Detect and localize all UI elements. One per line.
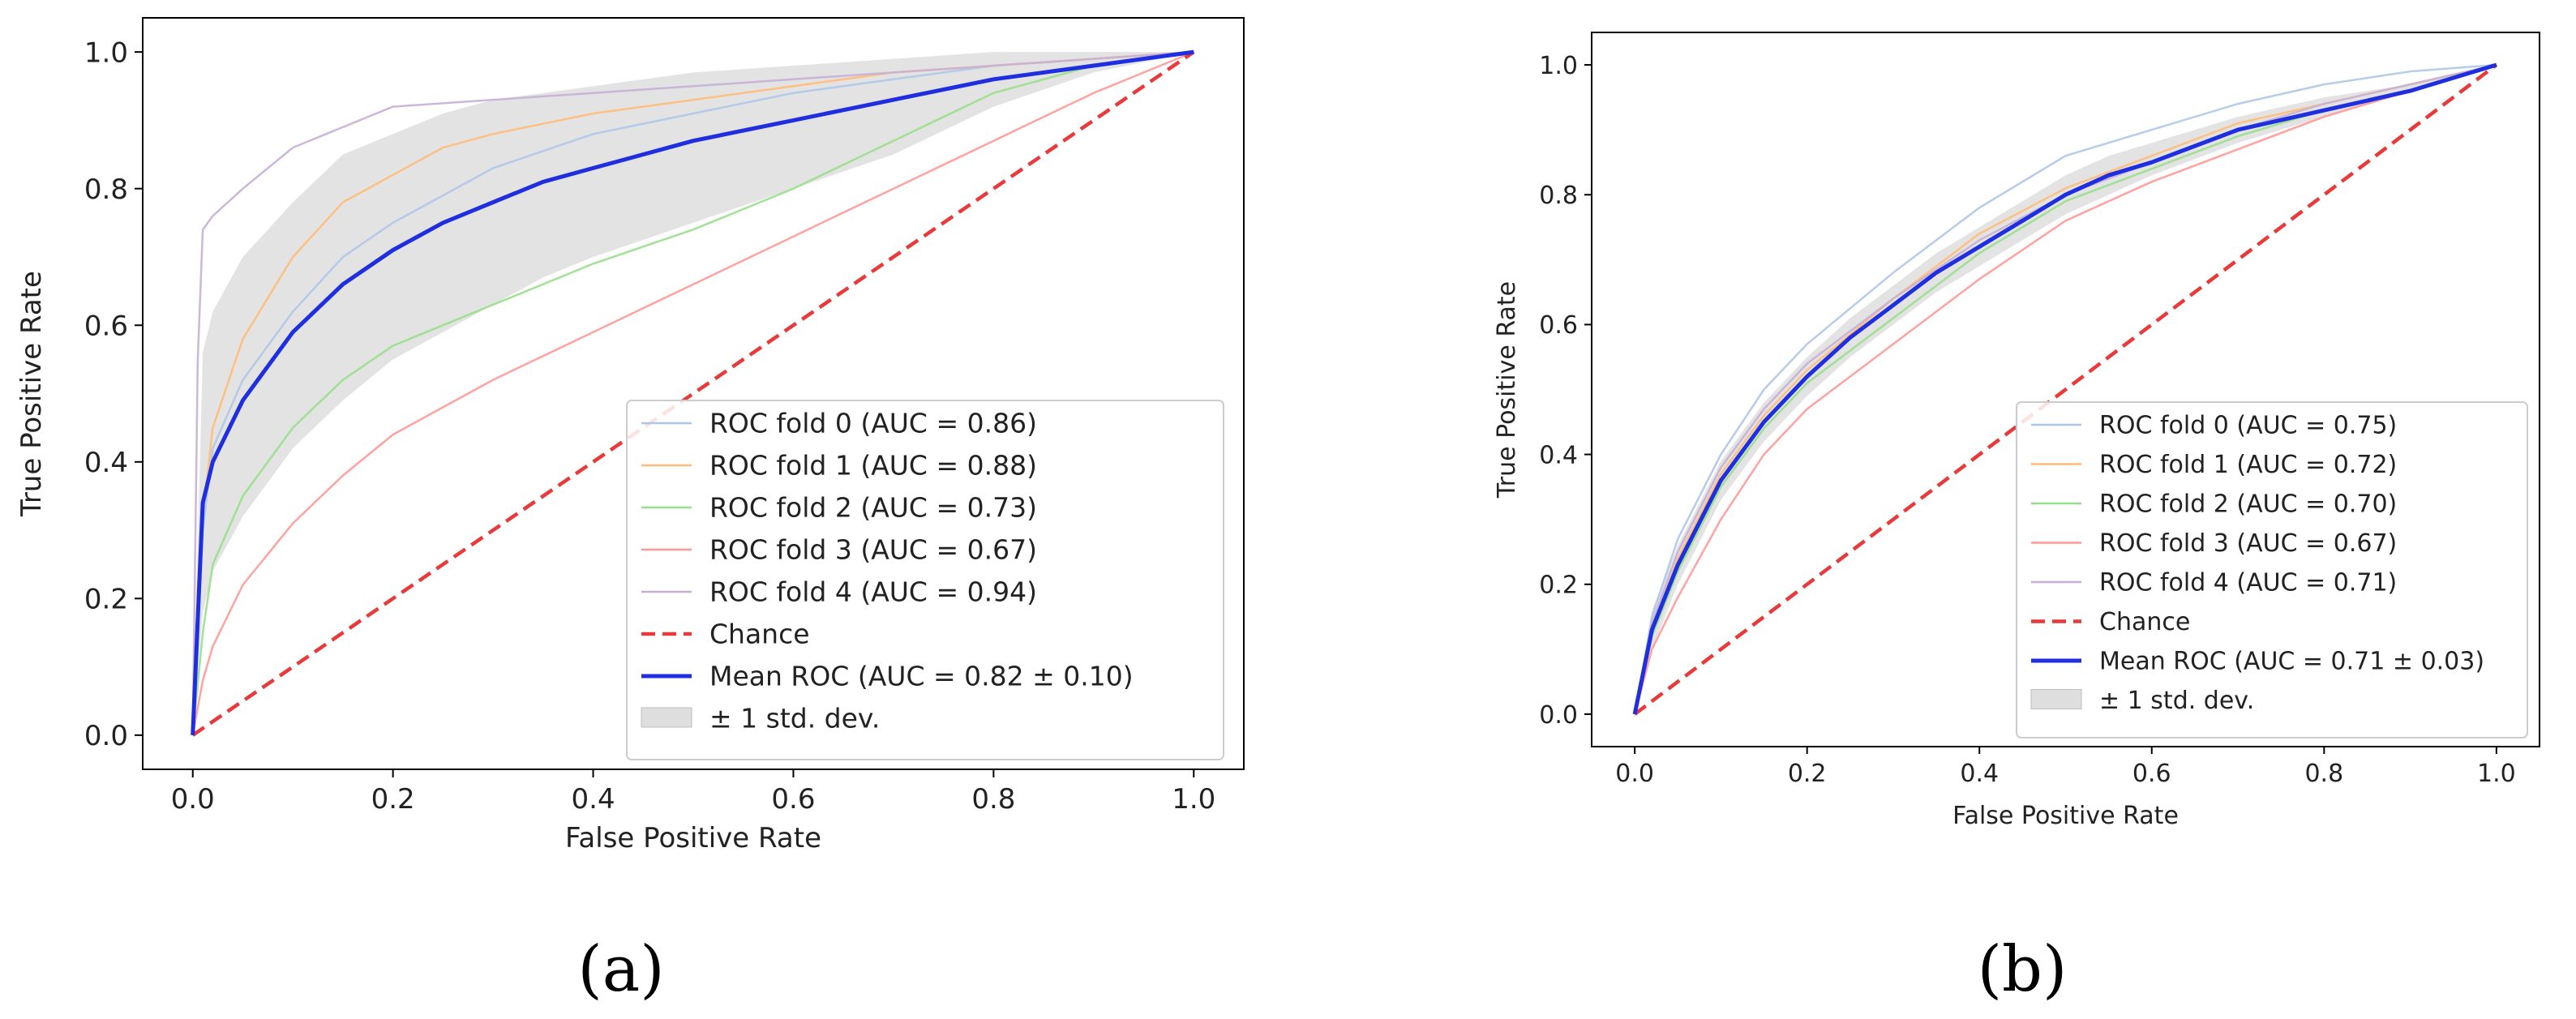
- x-tick-label: 0.0: [171, 783, 215, 816]
- x-tick-label: 0.4: [572, 783, 615, 816]
- y-tick-label: 0.8: [1539, 182, 1578, 210]
- roc-fold-4-line: [1633, 63, 2497, 715]
- legend-entry-label: ROC fold 2 (AUC = 0.70): [2099, 490, 2397, 519]
- x-tick-label: 0.0: [1615, 760, 1654, 788]
- legend-entry-label: Chance: [709, 619, 810, 650]
- roc-fold-3-line: [191, 50, 1194, 736]
- x-tick-label: 0.6: [2132, 760, 2171, 788]
- x-tick-label: 0.8: [2304, 760, 2343, 788]
- y-tick-label: 0.6: [1539, 311, 1578, 340]
- axes-frame: [1591, 32, 2540, 747]
- x-axis-label: False Positive Rate: [565, 822, 821, 854]
- x-tick-label: 0.4: [1960, 760, 1999, 788]
- legend-entry-label: Mean ROC (AUC = 0.82 ± 0.10): [709, 661, 1134, 692]
- panel-caption: (b): [1978, 933, 2068, 1006]
- y-tick-label: 0.2: [1539, 572, 1578, 600]
- roc-fold-3-line: [1633, 63, 2497, 715]
- y-tick-label: 1.0: [84, 36, 128, 69]
- legend-box: [2016, 401, 2528, 739]
- y-tick-label: 0.2: [84, 584, 128, 616]
- plot-area: [191, 49, 1195, 737]
- roc-fold-4-line: [191, 50, 1194, 735]
- legend-swatch-std-band: [641, 707, 692, 728]
- legend-entry-label: ROC fold 2 (AUC = 0.73): [709, 492, 1037, 524]
- panel-caption: (a): [577, 933, 664, 1006]
- legend-entry-label: ROC fold 0 (AUC = 0.75): [2099, 412, 2397, 440]
- legend-entry-label: ROC fold 1 (AUC = 0.72): [2099, 451, 2397, 479]
- roc-fold-1-line: [1633, 63, 2497, 715]
- mean-roc-line: [1632, 62, 2497, 715]
- x-tick-label: 0.2: [371, 783, 415, 816]
- chart-panel-b: 0.0 0.2 0.4 0.6 0.8 1.0 0.0 0.2 0.4 0.6 0.8 1.0 Fals…: [1493, 32, 2540, 1006]
- y-tick-label: 0.4: [84, 447, 128, 479]
- roc-fold-2-line: [191, 50, 1194, 736]
- x-axis-label: False Positive Rate: [1952, 802, 2179, 830]
- legend-entry-label: ROC fold 3 (AUC = 0.67): [709, 534, 1037, 566]
- legend-entry-label: Mean ROC (AUC = 0.71 ± 0.03): [2099, 648, 2484, 676]
- legend-entry-label: Chance: [2099, 608, 2190, 636]
- chance-line: [1633, 63, 2498, 716]
- y-axis-label: True Positive Rate: [15, 271, 48, 517]
- y-tick-label: 0.0: [84, 720, 128, 752]
- legend: ROC fold 0 (AUC = 0.75) ROC fold 1 (AUC =…: [2016, 401, 2528, 739]
- legend-entry-label: ROC fold 3 (AUC = 0.67): [2099, 529, 2397, 558]
- y-tick-label: 0.4: [1539, 441, 1578, 469]
- y-tick-label: 0.6: [84, 310, 128, 342]
- roc-fold-0-line: [1633, 63, 2497, 715]
- legend-swatch-std-band: [2030, 689, 2082, 709]
- x-tick-label: 1.0: [1172, 783, 1215, 816]
- legend-entry-label: ROC fold 1 (AUC = 0.88): [709, 450, 1037, 482]
- legend-entry-label: ± 1 std. dev.: [2099, 687, 2254, 715]
- axes-frame: [142, 17, 1245, 770]
- legend-box: [626, 400, 1224, 760]
- y-tick-label: 0.8: [84, 173, 128, 206]
- mean-roc-line: [191, 49, 1194, 736]
- plot-area: [1632, 62, 2498, 716]
- roc-fold-0-line: [191, 50, 1194, 735]
- legend-entry-label: ± 1 std. dev.: [709, 703, 880, 734]
- chance-line: [191, 50, 1195, 737]
- legend-entry-label: ROC fold 0 (AUC = 0.86): [709, 408, 1037, 439]
- y-tick-label: 1.0: [1539, 52, 1578, 80]
- x-tick-label: 0.6: [771, 783, 815, 816]
- chart-panel-a: 0.0 0.2 0.4 0.6 0.8 1.0 0.0 0.2 0.4 0.6 0.8 1.0 Fals…: [15, 17, 1245, 1006]
- x-tick-label: 1.0: [2477, 760, 2516, 788]
- legend: ROC fold 0 (AUC = 0.86) ROC fold 1 (AUC =…: [626, 400, 1224, 760]
- y-tick-label: 0.0: [1539, 701, 1578, 730]
- y-axis-label: True Positive Rate: [1493, 281, 1521, 499]
- legend-entry-label: ROC fold 4 (AUC = 0.94): [709, 576, 1037, 608]
- x-tick-label: 0.8: [971, 783, 1015, 816]
- x-tick-label: 0.2: [1788, 760, 1827, 788]
- legend-entry-label: ROC fold 4 (AUC = 0.71): [2099, 569, 2397, 597]
